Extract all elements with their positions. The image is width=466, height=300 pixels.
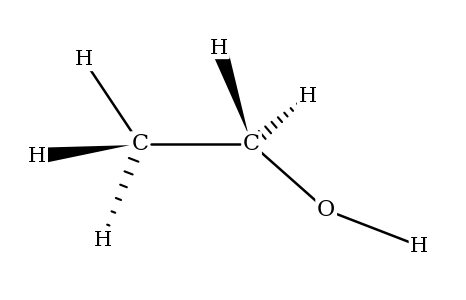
Text: H: H: [75, 50, 93, 70]
Text: H: H: [94, 230, 111, 250]
Text: C: C: [243, 133, 260, 155]
Polygon shape: [215, 54, 248, 134]
Polygon shape: [45, 145, 130, 162]
Text: O: O: [317, 199, 336, 221]
Text: C: C: [131, 133, 148, 155]
Text: H: H: [28, 146, 46, 166]
Text: H: H: [411, 236, 428, 256]
Text: H: H: [299, 86, 316, 106]
Text: H: H: [210, 38, 228, 58]
